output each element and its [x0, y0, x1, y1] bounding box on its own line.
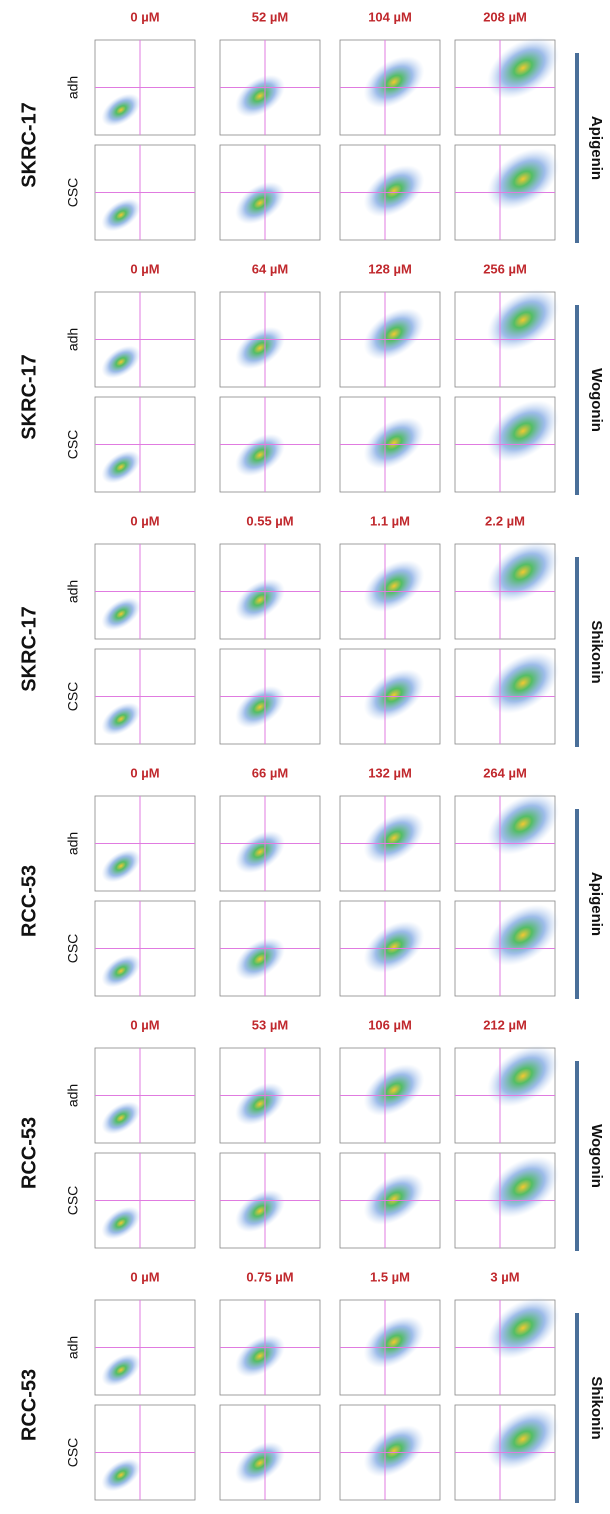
concentration-label: 64 µM [252, 261, 288, 276]
row-label: CSC [65, 178, 81, 208]
concentration-label: 0 µM [130, 261, 159, 276]
row-label: adh [65, 1336, 81, 1359]
row-label: adh [65, 832, 81, 855]
cell-cloud [487, 541, 559, 603]
concentration-label: 0 µM [130, 1269, 159, 1284]
concentration-label: 132 µM [368, 765, 412, 780]
cell-cloud [101, 954, 141, 988]
row-label: CSC [65, 430, 81, 460]
row-label: CSC [65, 1438, 81, 1468]
concentration-label: 256 µM [483, 261, 527, 276]
cell-cloud [363, 307, 425, 361]
concentration-label: 106 µM [368, 1017, 412, 1032]
cell-cloud [101, 450, 141, 484]
drug-bar [575, 557, 579, 747]
drug-label: Shikonin [588, 1376, 605, 1439]
cell-cloud [363, 1172, 425, 1226]
concentration-label: 1.1 µM [370, 513, 410, 528]
concentration-label: 53 µM [252, 1017, 288, 1032]
concentration-label: 0 µM [130, 765, 159, 780]
cell-cloud [363, 1063, 425, 1117]
cell-cloud [487, 289, 559, 351]
cell-cloud [487, 652, 559, 714]
drug-label: Apigenin [588, 116, 605, 180]
concentration-label: 212 µM [483, 1017, 527, 1032]
drug-bar [575, 1061, 579, 1251]
cell-line-label: RCC-53 [18, 1117, 40, 1189]
cell-cloud [101, 1458, 141, 1492]
concentration-label: 3 µM [490, 1269, 519, 1284]
cell-cloud [101, 93, 141, 127]
cell-cloud [235, 830, 285, 874]
drug-bar [575, 809, 579, 999]
cell-cloud [363, 811, 425, 865]
cell-line-label: RCC-53 [18, 865, 40, 937]
cell-cloud [487, 148, 559, 210]
concentration-label: 104 µM [368, 9, 412, 24]
cell-cloud [101, 597, 141, 631]
cell-cloud [101, 198, 141, 232]
cell-cloud [101, 1353, 141, 1387]
cell-cloud [487, 1297, 559, 1359]
cell-line-label: SKRC-17 [18, 606, 40, 692]
concentration-label: 66 µM [252, 765, 288, 780]
cell-cloud [235, 1334, 285, 1378]
cell-cloud [363, 920, 425, 974]
cell-cloud [101, 1206, 141, 1240]
drug-label: Apigenin [588, 872, 605, 936]
cell-cloud [487, 1045, 559, 1107]
drug-bar [575, 305, 579, 495]
concentration-label: 128 µM [368, 261, 412, 276]
cell-cloud [363, 668, 425, 722]
cell-cloud [487, 1156, 559, 1218]
cell-cloud [235, 578, 285, 622]
row-label: adh [65, 580, 81, 603]
concentration-label: 2.2 µM [485, 513, 525, 528]
cell-cloud [363, 1315, 425, 1369]
cell-cloud [363, 559, 425, 613]
cell-cloud [235, 326, 285, 370]
row-label: CSC [65, 1186, 81, 1216]
concentration-label: 0 µM [130, 1017, 159, 1032]
concentration-label: 0 µM [130, 9, 159, 24]
concentration-label: 208 µM [483, 9, 527, 24]
row-label: adh [65, 1084, 81, 1107]
row-label: adh [65, 76, 81, 99]
drug-label: Wogonin [588, 1124, 605, 1188]
cell-cloud [487, 400, 559, 462]
cell-cloud [101, 1101, 141, 1135]
cell-cloud [235, 74, 285, 118]
cell-cloud [363, 164, 425, 218]
cell-cloud [101, 702, 141, 736]
cell-cloud [487, 904, 559, 966]
cell-cloud [487, 793, 559, 855]
cell-line-label: SKRC-17 [18, 354, 40, 440]
cell-cloud [363, 55, 425, 109]
concentration-label: 0.55 µM [246, 513, 293, 528]
drug-bar [575, 1313, 579, 1503]
cell-line-label: RCC-53 [18, 1369, 40, 1441]
cell-cloud [235, 1082, 285, 1126]
drug-label: Shikonin [588, 620, 605, 683]
drug-label: Wogonin [588, 368, 605, 432]
cell-cloud [487, 37, 559, 99]
cell-cloud [487, 1408, 559, 1470]
concentration-label: 52 µM [252, 9, 288, 24]
cell-cloud [101, 345, 141, 379]
cell-cloud [363, 1424, 425, 1478]
cell-cloud [363, 416, 425, 470]
concentration-label: 264 µM [483, 765, 527, 780]
concentration-label: 0.75 µM [246, 1269, 293, 1284]
row-label: CSC [65, 682, 81, 712]
concentration-label: 0 µM [130, 513, 159, 528]
row-label: adh [65, 328, 81, 351]
cell-cloud [101, 849, 141, 883]
cell-line-label: SKRC-17 [18, 102, 40, 188]
row-label: CSC [65, 934, 81, 964]
concentration-label: 1.5 µM [370, 1269, 410, 1284]
drug-bar [575, 53, 579, 243]
